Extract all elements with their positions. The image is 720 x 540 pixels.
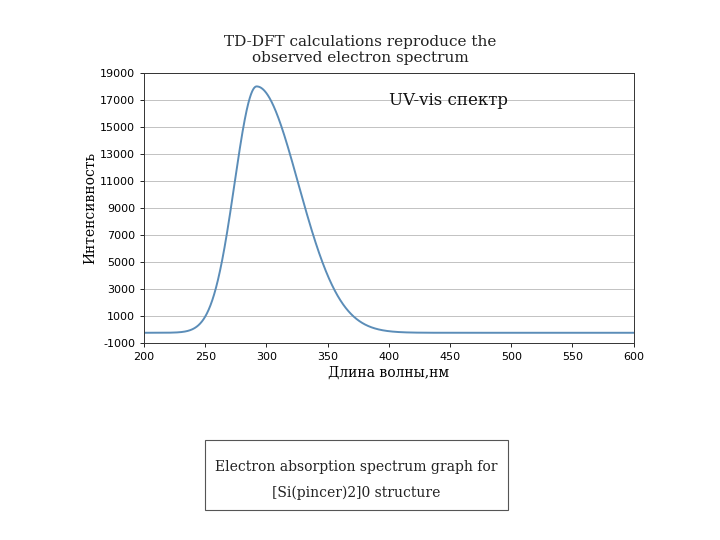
Text: [Si(pincer)2]0 structure: [Si(pincer)2]0 structure [272, 485, 441, 500]
Text: UV-vis спектр: UV-vis спектр [389, 92, 508, 109]
Y-axis label: Интенсивность: Интенсивность [83, 152, 97, 264]
X-axis label: Длина волны,нм: Длина волны,нм [328, 366, 449, 380]
Text: TD-DFT calculations reproduce the
observed electron spectrum: TD-DFT calculations reproduce the observ… [224, 35, 496, 65]
Text: Electron absorption spectrum graph for: Electron absorption spectrum graph for [215, 460, 498, 474]
